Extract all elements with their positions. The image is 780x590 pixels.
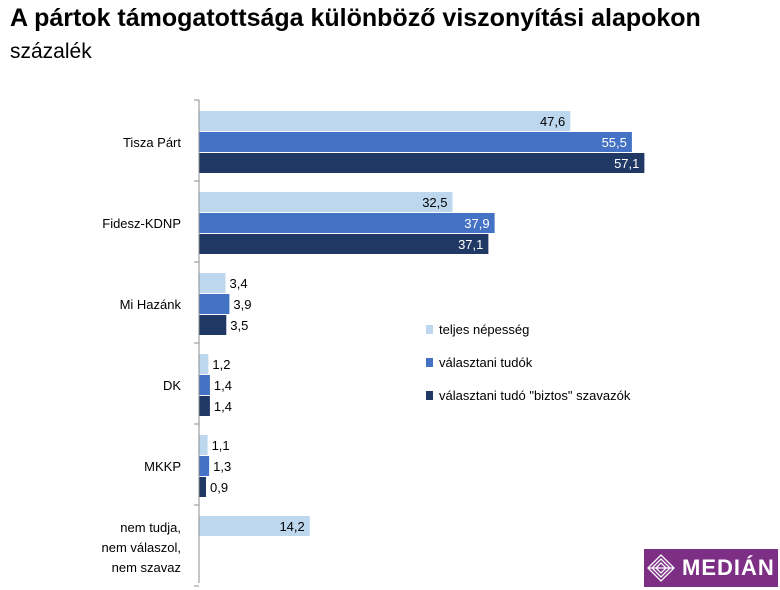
legend-swatch (426, 325, 433, 334)
bar (199, 213, 495, 233)
category-label: nem tudja, (120, 520, 181, 535)
data-label: 1,3 (213, 459, 231, 474)
data-label: 1,2 (212, 357, 230, 372)
median-logo-text: MEDIÁN (682, 555, 775, 580)
data-label: 14,2 (279, 519, 304, 534)
bar (199, 273, 226, 293)
data-label: 1,4 (214, 378, 232, 393)
bar (199, 516, 310, 536)
bar (199, 477, 207, 497)
legend-swatch (426, 358, 433, 367)
bar (199, 153, 645, 173)
category-label: DK (163, 378, 181, 393)
chart-subtitle: százalék (10, 40, 92, 63)
legend-label: választani tudók (439, 355, 533, 370)
data-label: 37,1 (458, 237, 483, 252)
legend-label: választani tudó "biztos" szavazók (439, 388, 631, 403)
bar (199, 354, 209, 374)
chart-title: A pártok támogatottsága különböző viszon… (10, 4, 701, 32)
category-label: nem szavaz (112, 560, 181, 575)
bar (199, 234, 489, 254)
data-label: 37,9 (464, 216, 489, 231)
data-label: 55,5 (602, 135, 627, 150)
bar (199, 132, 632, 152)
bar (199, 396, 210, 416)
bar (199, 315, 227, 335)
legend-swatch (426, 391, 433, 400)
median-logo-mark-icon (647, 554, 675, 582)
data-label: 0,9 (210, 480, 228, 495)
bar (199, 294, 230, 314)
data-label: 47,6 (540, 114, 565, 129)
bar (199, 192, 453, 212)
median-logo: MEDIÁN (644, 549, 778, 587)
data-label: 57,1 (614, 156, 639, 171)
category-label: nem válaszol, (102, 540, 181, 555)
category-label: MKKP (144, 459, 181, 474)
bar (199, 456, 210, 476)
data-label: 32,5 (422, 195, 447, 210)
bar (199, 375, 210, 395)
data-label: 1,1 (212, 438, 230, 453)
category-label: Fidesz-KDNP (102, 216, 181, 231)
data-label: 3,5 (230, 318, 248, 333)
data-label: 1,4 (214, 399, 232, 414)
data-label: 3,4 (230, 276, 248, 291)
bar (199, 111, 571, 131)
category-label: Tisza Párt (123, 135, 181, 150)
bar (199, 435, 208, 455)
category-label: Mi Hazánk (120, 297, 182, 312)
legend-label: teljes népesség (439, 322, 529, 337)
data-label: 3,9 (233, 297, 251, 312)
